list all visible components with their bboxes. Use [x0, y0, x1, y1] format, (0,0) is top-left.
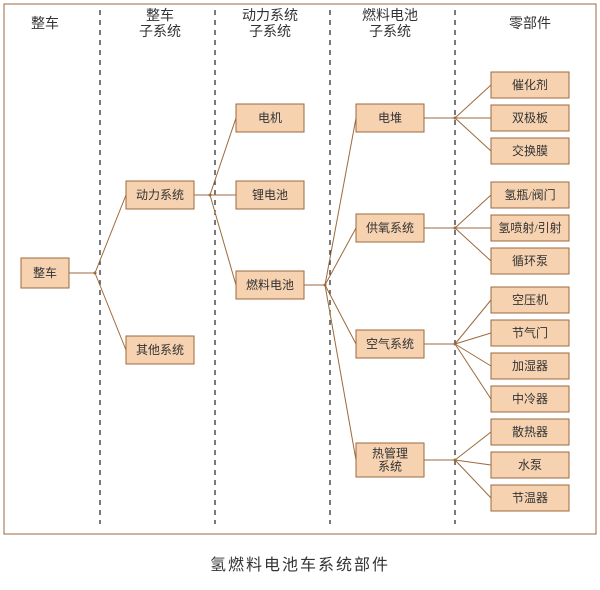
- node-label: 锂电池: [252, 187, 288, 202]
- node-label: 氢瓶/阀门: [504, 187, 555, 202]
- node-label: 热管理: [372, 446, 408, 461]
- node-label: 空气系统: [366, 336, 414, 351]
- column-header: 整车: [146, 7, 174, 24]
- node-label: 空压机: [512, 293, 548, 307]
- column-header: 动力系统: [242, 8, 298, 24]
- node-label: 交换膜: [512, 143, 548, 158]
- node-label: 系统: [378, 460, 402, 474]
- hierarchy-diagram: 整车整车子系统动力系统子系统燃料电池子系统零部件整车动力系统其他系统电机锂电池燃…: [0, 0, 600, 590]
- node-label: 双极板: [512, 111, 548, 125]
- column-header: 整车: [31, 15, 59, 32]
- node-label: 加湿器: [512, 358, 548, 373]
- node-label: 催化剂: [512, 77, 548, 92]
- node-label: 电机: [258, 111, 282, 125]
- node-label: 散热器: [512, 424, 548, 439]
- node-label: 中冷器: [512, 391, 548, 406]
- caption: 氢燃料电池车系统部件: [210, 556, 390, 574]
- node-label: 循环泵: [512, 254, 548, 268]
- column-header: 燃料电池: [362, 7, 418, 24]
- column-header: 子系统: [249, 24, 291, 40]
- node-label: 节温器: [512, 491, 548, 505]
- node-label: 水泵: [518, 458, 542, 472]
- column-header: 子系统: [369, 24, 411, 40]
- node-label: 供氧系统: [366, 221, 414, 235]
- column-header: 子系统: [139, 24, 181, 40]
- node-label: 动力系统: [136, 188, 184, 202]
- node-label: 其他系统: [136, 343, 184, 357]
- node-label: 整车: [33, 265, 57, 280]
- column-header: 零部件: [509, 16, 551, 32]
- node-label: 燃料电池: [246, 277, 294, 292]
- node-label: 氢喷射/引射: [498, 220, 561, 235]
- node-label: 电堆: [378, 111, 402, 125]
- node-label: 节气门: [512, 325, 548, 340]
